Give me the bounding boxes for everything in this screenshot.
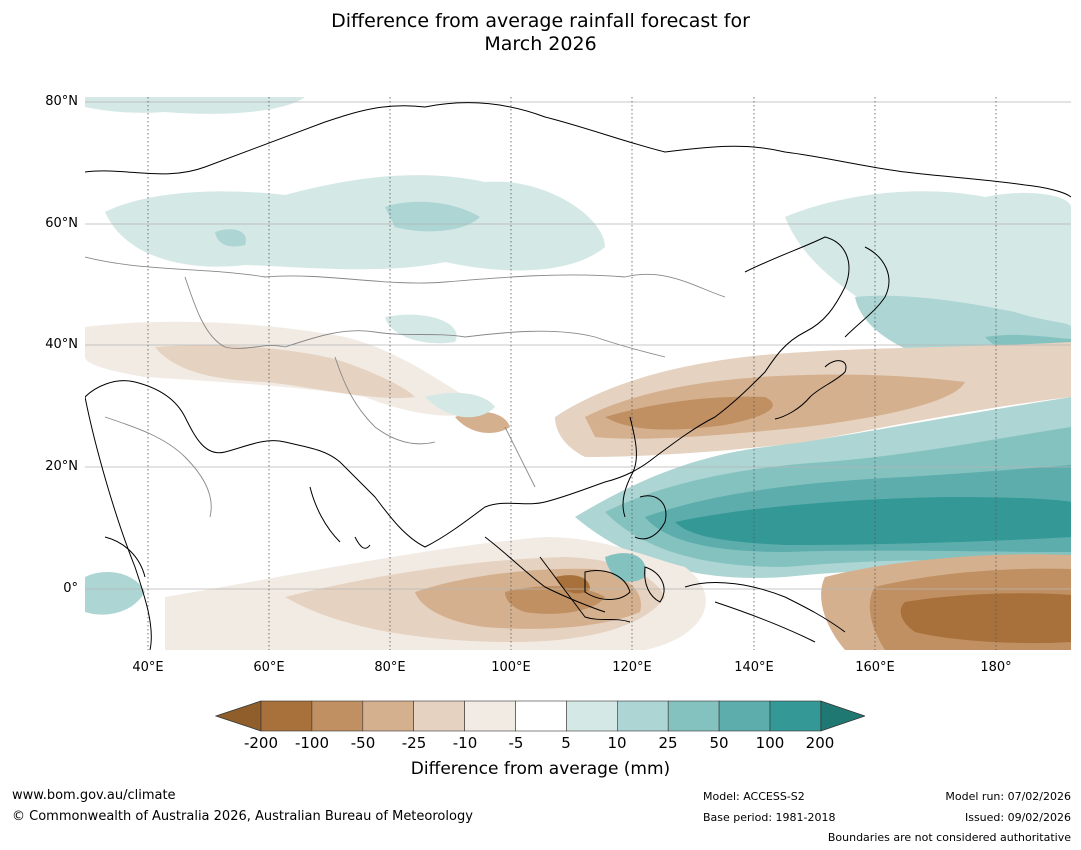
lon-label-100e: 100°E <box>491 660 531 675</box>
lon-label-180: 180° <box>980 660 1012 675</box>
lat-label-80n: 80°N <box>45 94 78 109</box>
colorbar-arrow-low <box>215 700 262 732</box>
colorbar-segment <box>566 700 618 732</box>
colorbar-segment <box>413 700 465 732</box>
colorbar-segment <box>667 700 720 732</box>
lon-label-160e: 160°E <box>855 660 895 675</box>
lon-label-120e: 120°E <box>612 660 652 675</box>
colorbar-segment <box>311 700 364 732</box>
lon-label-60e: 60°E <box>253 660 285 675</box>
meridians <box>147 97 997 650</box>
colorbar-title: Difference from average (mm) <box>410 759 671 779</box>
colorbar-segment <box>515 700 567 732</box>
footer-base-period: Base period: 1981-2018 <box>703 811 836 824</box>
colorbar-segment <box>769 700 822 732</box>
colorbar-label: -10 <box>452 734 478 752</box>
rainfall-anomaly-map <box>85 97 1071 650</box>
colorbar-segment <box>616 700 669 732</box>
colorbar-arrow-high <box>820 700 865 732</box>
colorbar-label: 100 <box>755 734 785 752</box>
colorbar-label: -25 <box>401 734 427 752</box>
colorbar-segment <box>362 700 415 732</box>
title-line-2: March 2026 <box>484 33 597 55</box>
colorbar <box>215 700 865 732</box>
colorbar-label: 50 <box>709 734 729 752</box>
map-title: Difference from average rainfall forecas… <box>0 10 1081 56</box>
colorbar-segment <box>464 700 516 732</box>
footer-model-run: Model run: 07/02/2026 <box>945 790 1071 803</box>
colorbar-label: -200 <box>243 734 279 752</box>
colorbar-label: -50 <box>350 734 376 752</box>
footer-disclaimer: Boundaries are not considered authoritat… <box>827 831 1071 844</box>
colorbar-segment <box>718 700 771 732</box>
lat-label-60n: 60°N <box>45 216 78 231</box>
siberia-wet-region <box>105 175 605 271</box>
colorbar-label: 25 <box>658 734 678 752</box>
gridlines <box>85 101 1071 590</box>
colorbar-label: 200 <box>805 734 835 752</box>
anomaly-shading <box>85 97 1071 650</box>
coastlines <box>85 102 1071 650</box>
footer-url[interactable]: www.bom.gov.au/climate <box>12 788 176 803</box>
colorbar-label: -5 <box>508 734 524 752</box>
colorbar-label: 5 <box>561 734 571 752</box>
lon-label-80e: 80°E <box>374 660 406 675</box>
lat-label-40n: 40°N <box>45 337 78 352</box>
colorbar-label: -100 <box>294 734 330 752</box>
country-borders <box>85 256 726 518</box>
lat-label-equator: 0° <box>63 581 78 596</box>
lat-label-20n: 20°N <box>45 459 78 474</box>
footer-model: Model: ACCESS-S2 <box>703 790 805 803</box>
title-line-1: Difference from average rainfall forecas… <box>331 10 750 32</box>
lon-label-140e: 140°E <box>734 660 774 675</box>
lon-label-40e: 40°E <box>132 660 164 675</box>
colorbar-segment <box>260 700 313 732</box>
footer-issued: Issued: 09/02/2026 <box>964 811 1071 824</box>
colorbar-label: 10 <box>607 734 627 752</box>
footer-copyright: © Commonwealth of Australia 2026, Austra… <box>12 809 473 824</box>
